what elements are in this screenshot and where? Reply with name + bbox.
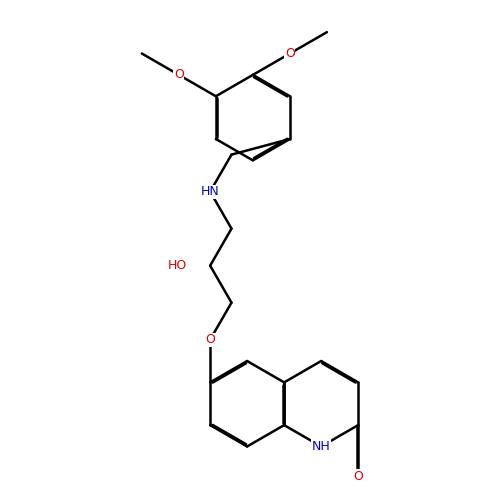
Text: O: O	[353, 470, 363, 482]
Text: NH: NH	[312, 440, 330, 453]
Text: O: O	[285, 47, 295, 60]
Text: HN: HN	[201, 185, 220, 198]
Text: O: O	[205, 333, 215, 346]
Text: HO: HO	[168, 259, 186, 272]
Text: O: O	[174, 68, 184, 82]
